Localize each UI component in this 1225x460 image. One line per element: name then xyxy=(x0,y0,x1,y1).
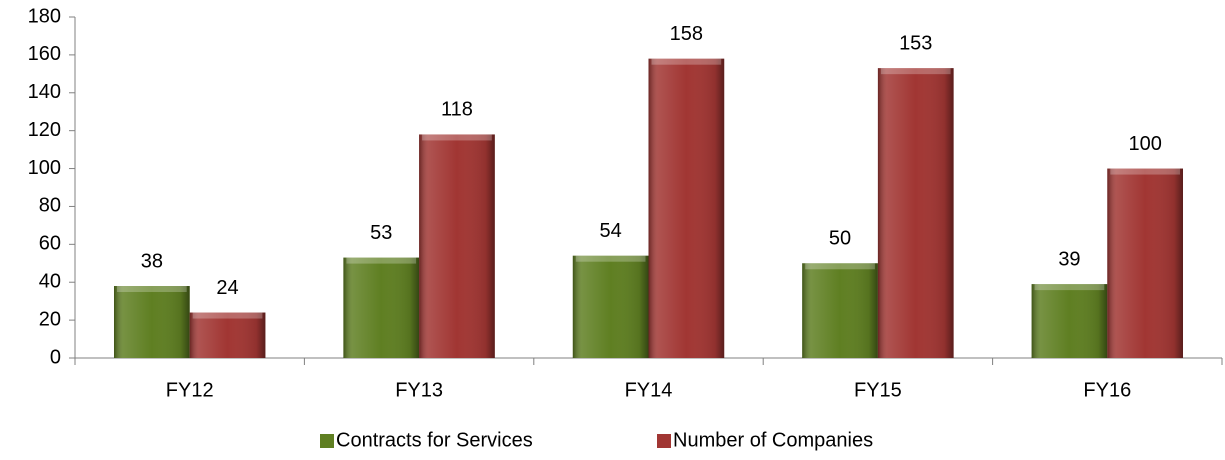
legend-label: Number of Companies xyxy=(673,429,873,451)
y-tick-label: 0 xyxy=(50,346,61,368)
bar-shade xyxy=(343,257,420,358)
data-label: 50 xyxy=(829,228,851,250)
data-label: 38 xyxy=(141,250,163,272)
y-tick-label: 120 xyxy=(28,119,61,141)
data-label: 118 xyxy=(441,99,473,121)
y-tick-label: 60 xyxy=(39,233,61,255)
data-label: 153 xyxy=(899,32,932,54)
bar-shade xyxy=(113,286,190,358)
bar-shade xyxy=(648,58,725,359)
bar-bevel xyxy=(1034,284,1105,291)
legend-swatch xyxy=(320,434,334,448)
bar-bevel xyxy=(422,134,492,141)
bar-bevel xyxy=(1110,168,1181,175)
legend-label: Contracts for Services xyxy=(336,429,533,451)
x-tick-label: FY15 xyxy=(854,379,902,401)
bar-bevel xyxy=(805,263,875,270)
bar-shade xyxy=(1031,284,1108,358)
data-label: 53 xyxy=(370,222,392,244)
data-label: 158 xyxy=(670,23,703,45)
y-tick-label: 160 xyxy=(28,43,61,65)
data-label: 24 xyxy=(216,277,238,299)
y-tick-label: 100 xyxy=(28,157,61,179)
bar-bevel xyxy=(651,58,722,65)
bar-shade xyxy=(189,312,266,358)
bar-shade xyxy=(419,134,495,358)
bar-shade xyxy=(877,68,954,359)
y-tick-label: 180 xyxy=(28,5,61,27)
bar-bevel xyxy=(575,255,646,262)
x-tick-label: FY14 xyxy=(625,379,673,401)
y-tick-label: 140 xyxy=(28,81,61,103)
data-label: 100 xyxy=(1128,133,1161,155)
x-tick-label: FY13 xyxy=(395,379,443,401)
y-tick-label: 40 xyxy=(39,271,61,293)
bar-bevel xyxy=(192,312,263,319)
bar-shade xyxy=(1107,168,1184,358)
bar-shade xyxy=(802,263,878,358)
x-tick-label: FY16 xyxy=(1083,379,1131,401)
legend-swatch xyxy=(657,434,671,448)
y-tick-label: 20 xyxy=(39,308,61,330)
bar-bevel xyxy=(346,257,417,264)
bar-bevel xyxy=(880,68,951,75)
data-label: 54 xyxy=(600,220,622,242)
x-tick-label: FY12 xyxy=(166,379,214,401)
y-tick-label: 80 xyxy=(39,195,61,217)
data-label: 39 xyxy=(1058,248,1080,270)
bar-shade xyxy=(572,255,649,358)
bar-bevel xyxy=(116,286,187,293)
